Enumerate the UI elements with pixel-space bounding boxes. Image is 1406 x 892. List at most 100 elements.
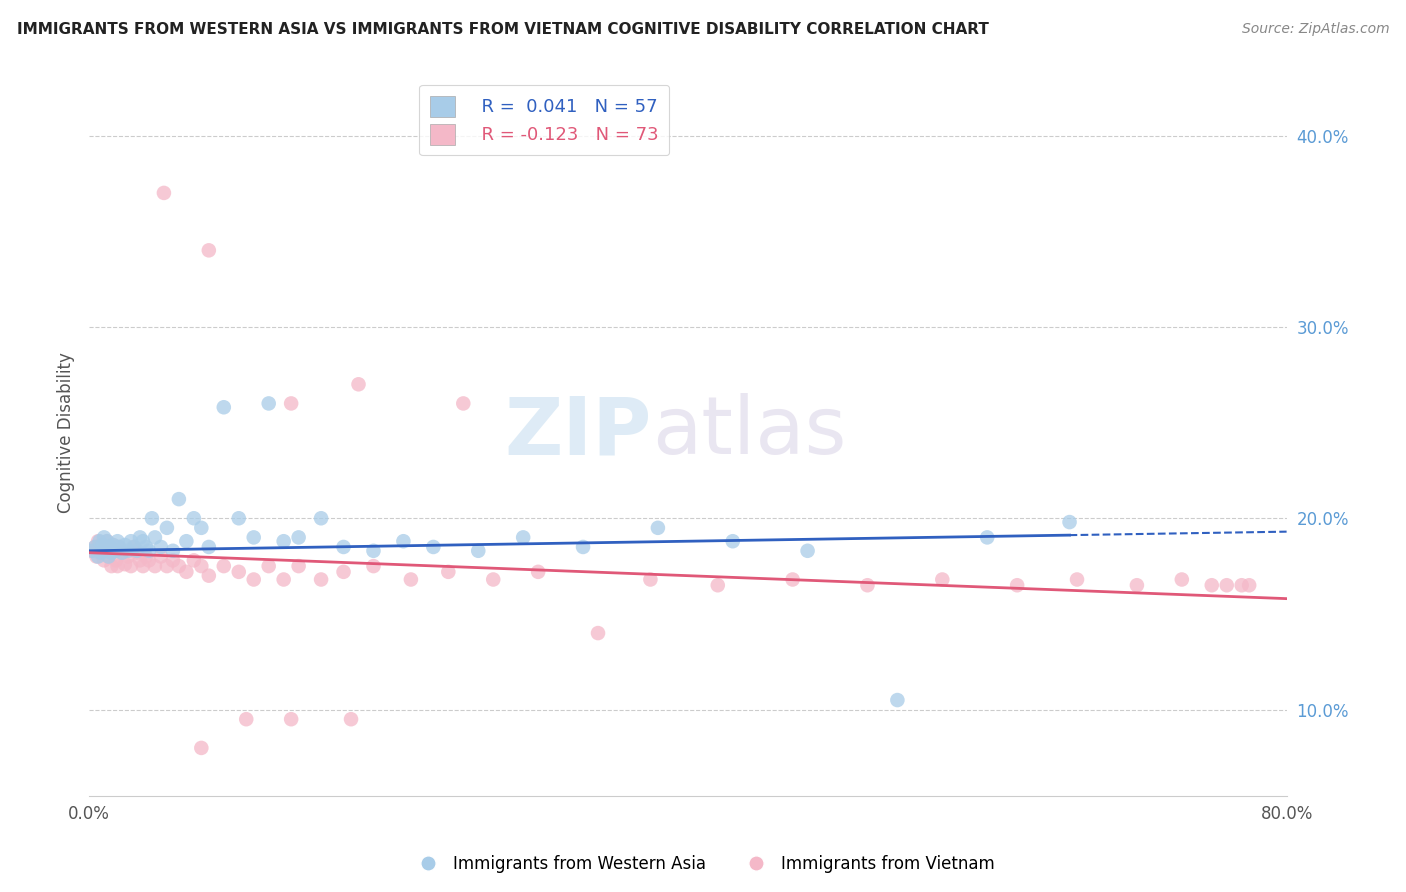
Point — [399, 573, 422, 587]
Point — [87, 534, 110, 549]
Point — [93, 530, 115, 544]
Point — [273, 534, 295, 549]
Point — [90, 546, 112, 560]
Point — [190, 559, 212, 574]
Point — [108, 540, 131, 554]
Point — [122, 540, 145, 554]
Point — [149, 540, 172, 554]
Point — [1066, 573, 1088, 587]
Point — [114, 538, 136, 552]
Point — [1230, 578, 1253, 592]
Point — [392, 534, 415, 549]
Point — [287, 559, 309, 574]
Point — [167, 559, 190, 574]
Point — [98, 540, 121, 554]
Point — [235, 712, 257, 726]
Point — [347, 377, 370, 392]
Point — [183, 511, 205, 525]
Point — [280, 712, 302, 726]
Point — [176, 565, 198, 579]
Point — [1215, 578, 1237, 592]
Point — [198, 568, 221, 582]
Point — [91, 538, 114, 552]
Point — [125, 546, 148, 560]
Point — [586, 626, 609, 640]
Point — [467, 543, 489, 558]
Point — [1201, 578, 1223, 592]
Point — [94, 540, 117, 554]
Point — [332, 565, 354, 579]
Point — [100, 546, 122, 560]
Point — [280, 396, 302, 410]
Point — [149, 549, 172, 564]
Point — [105, 543, 128, 558]
Point — [212, 401, 235, 415]
Point — [453, 396, 475, 410]
Point — [101, 538, 124, 552]
Point — [1005, 578, 1028, 592]
Point — [94, 540, 117, 554]
Point — [97, 549, 120, 564]
Point — [162, 543, 184, 558]
Point — [108, 540, 131, 554]
Point — [91, 543, 114, 558]
Point — [84, 540, 107, 554]
Point — [156, 521, 179, 535]
Point — [162, 553, 184, 567]
Point — [114, 557, 136, 571]
Point — [156, 559, 179, 574]
Point — [856, 578, 879, 592]
Point — [273, 573, 295, 587]
Point — [931, 573, 953, 587]
Point — [87, 549, 110, 564]
Point — [135, 540, 157, 554]
Point — [120, 534, 142, 549]
Point — [1237, 578, 1260, 592]
Point — [886, 693, 908, 707]
Point — [176, 534, 198, 549]
Point — [340, 712, 363, 726]
Point — [287, 530, 309, 544]
Point — [1171, 573, 1194, 587]
Point — [309, 511, 332, 525]
Point — [1126, 578, 1149, 592]
Point — [117, 543, 139, 558]
Point — [138, 543, 160, 558]
Point — [796, 543, 818, 558]
Point — [111, 546, 134, 560]
Point — [198, 244, 221, 258]
Point — [482, 573, 505, 587]
Point — [80, 543, 103, 558]
Text: Source: ZipAtlas.com: Source: ZipAtlas.com — [1241, 22, 1389, 37]
Point — [257, 396, 280, 410]
Point — [242, 530, 264, 544]
Point — [782, 573, 804, 587]
Point — [101, 538, 124, 552]
Point — [309, 573, 332, 587]
Point — [96, 534, 118, 549]
Point — [167, 492, 190, 507]
Point — [976, 530, 998, 544]
Point — [96, 534, 118, 549]
Point — [98, 540, 121, 554]
Point — [190, 521, 212, 535]
Point — [647, 521, 669, 535]
Point — [100, 559, 122, 574]
Text: ZIP: ZIP — [505, 393, 652, 471]
Point — [721, 534, 744, 549]
Point — [332, 540, 354, 554]
Point — [80, 543, 103, 558]
Point — [105, 553, 128, 567]
Point — [527, 565, 550, 579]
Point — [572, 540, 595, 554]
Point — [129, 530, 152, 544]
Point — [143, 530, 166, 544]
Point — [183, 553, 205, 567]
Point — [117, 549, 139, 564]
Point — [228, 565, 250, 579]
Point — [190, 740, 212, 755]
Point — [122, 540, 145, 554]
Point — [363, 543, 385, 558]
Point — [1059, 515, 1081, 529]
Point — [242, 573, 264, 587]
